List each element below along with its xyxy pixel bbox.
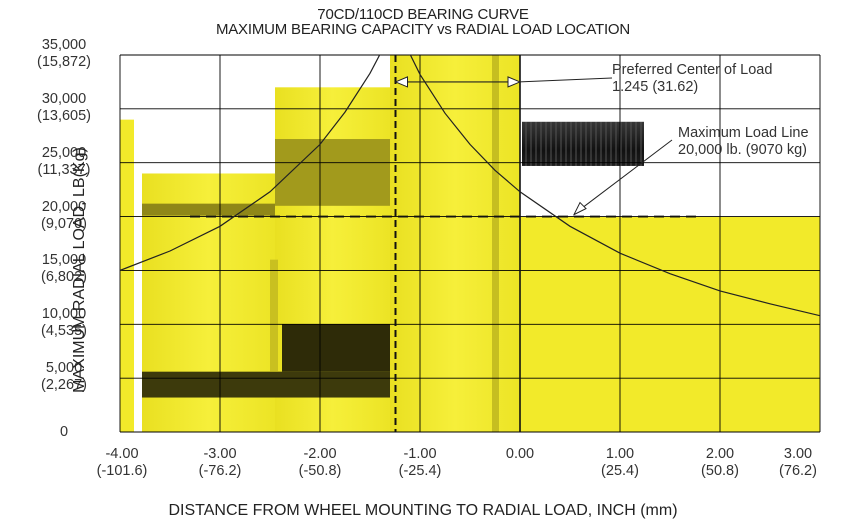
x-axis-label: DISTANCE FROM WHEEL MOUNTING TO RADIAL L… bbox=[168, 502, 678, 519]
x-tick-label: 0.00 bbox=[505, 446, 535, 462]
x-tick-label: 3.00 (76.2) bbox=[779, 446, 817, 479]
chart-subtitle: MAXIMUM BEARING CAPACITY vs RADIAL LOAD … bbox=[215, 21, 631, 38]
preferred-center-arrowhead-left bbox=[394, 76, 408, 88]
hub-flange-shadow bbox=[142, 203, 275, 216]
x-tick-label: -3.00 (-76.2) bbox=[198, 446, 242, 479]
max-load-arrowhead bbox=[572, 201, 587, 216]
wheel-stud-bolt bbox=[522, 121, 644, 166]
y-tick-label: 20,000 (9,070) bbox=[41, 198, 87, 232]
preferred-center-label: Preferred Center of Load bbox=[612, 62, 773, 78]
y-axis-label: MAXIMUM RADIAL LOAD, LB(Kg) bbox=[71, 147, 88, 393]
grid bbox=[119, 54, 821, 433]
x-tick-label: 1.00 (25.4) bbox=[601, 446, 639, 479]
y-tick-label: 30,000 (13,605) bbox=[36, 90, 91, 124]
x-tick-label: -4.00 (-101.6) bbox=[96, 446, 148, 479]
max-load-leader bbox=[583, 139, 673, 207]
chart-title: 70CD/110CD BEARING CURVE bbox=[317, 6, 529, 23]
y-tick-label: 35,000 (15,872) bbox=[36, 37, 91, 70]
y-tick-label: 25,000 (11,337) bbox=[37, 144, 91, 178]
hub-bore-shadow bbox=[142, 371, 390, 398]
y-tick-label: 5,000 (2,267) bbox=[41, 360, 87, 394]
preferred-center-arrowhead-right bbox=[507, 76, 522, 88]
hub-shaft-groove bbox=[492, 55, 499, 432]
max-load-line-value: 20,000 lb. (9070 kg) bbox=[678, 142, 807, 158]
max-load-line-label: Maximum Load Line bbox=[678, 125, 809, 141]
preferred-center-value: 1.245 (31.62) bbox=[612, 79, 699, 95]
hub-bore-step bbox=[282, 324, 390, 372]
bearing-curve bbox=[120, 55, 820, 317]
x-tick-label: -1.00 (-25.4) bbox=[398, 446, 442, 479]
x-tick-label: -2.00 (-50.8) bbox=[298, 446, 342, 479]
x-tick-label: 2.00 (50.8) bbox=[701, 446, 739, 479]
y-tick-label: 10,000 (4,535) bbox=[41, 306, 87, 340]
y-tick-label: 0 bbox=[59, 424, 69, 440]
hub-barrel-shade bbox=[275, 139, 390, 206]
wheel-hub-cross-section bbox=[120, 55, 820, 433]
hub-shaft bbox=[390, 55, 520, 432]
y-tick-label: 15,000 (6,802) bbox=[41, 252, 87, 286]
preferred-center-leader bbox=[519, 77, 613, 83]
hub-step-edge bbox=[270, 259, 278, 372]
hub-left-edge bbox=[120, 119, 134, 432]
